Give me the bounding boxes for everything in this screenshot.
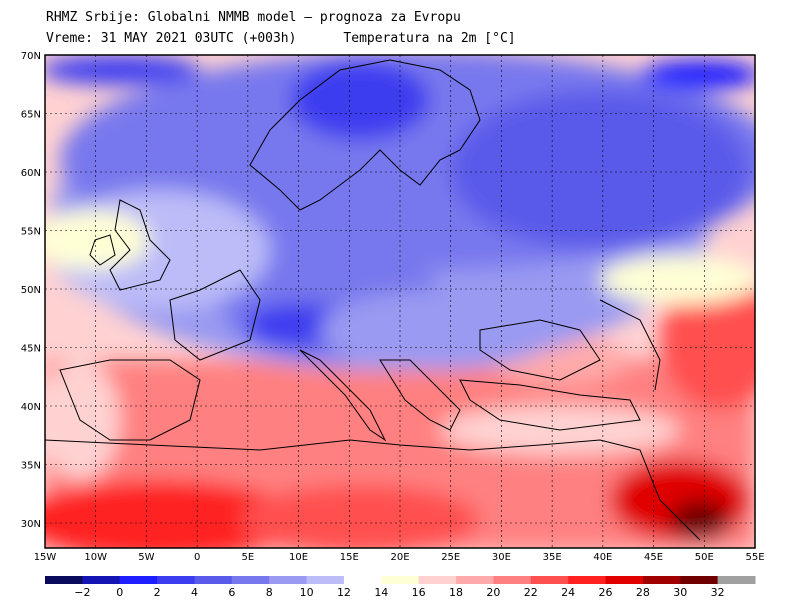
longitude-label: 5W xyxy=(138,552,154,563)
colorbar-swatch xyxy=(456,576,494,584)
longitude-label: 30E xyxy=(492,552,511,563)
longitude-label: 55E xyxy=(745,552,764,563)
latitude-label: 45N xyxy=(21,344,41,355)
colorbar-swatch xyxy=(642,576,681,584)
colorbar-label: 4 xyxy=(191,586,198,599)
colorbar-label: 0 xyxy=(116,586,123,599)
colorbar-swatch xyxy=(381,576,420,584)
colorbar-swatch xyxy=(568,576,607,584)
longitude-label: 10E xyxy=(289,552,308,563)
colorbar-label: 32 xyxy=(711,586,725,599)
colorbar-label: 28 xyxy=(636,586,650,599)
colorbar-swatch xyxy=(680,576,719,584)
latitude-label: 35N xyxy=(21,461,41,472)
colorbar-label: 26 xyxy=(599,586,613,599)
longitude-grid: 15W 10W 5W 0 5E 10E 15E 20E 25E 30E 35E 40E 45E 50E 55… xyxy=(34,55,765,563)
colorbar-label: 24 xyxy=(561,586,575,599)
longitude-label: 15E xyxy=(340,552,359,563)
map-subtitle: Vreme: 31 MAY 2021 03UTC (+003h) Tempera… xyxy=(46,31,516,46)
longitude-label: 40E xyxy=(593,552,612,563)
latitude-label: 30N xyxy=(21,519,41,530)
colorbar-swatch xyxy=(194,576,233,584)
colorbar-label: 30 xyxy=(673,586,687,599)
longitude-label: 35E xyxy=(543,552,562,563)
longitude-label: 25E xyxy=(441,552,460,563)
colorbar-label: 8 xyxy=(266,586,273,599)
longitude-label: 50E xyxy=(695,552,714,563)
latitude-label: 40N xyxy=(21,402,41,413)
latitude-label: 70N xyxy=(21,51,41,62)
colorbar: −2 0 2 4 6 8 10 12 14 16 18 20 22 24 26 28 30 32 xyxy=(45,576,756,599)
longitude-label: 10W xyxy=(84,552,107,563)
colorbar-swatch xyxy=(530,576,569,584)
colorbar-swatch xyxy=(493,576,532,584)
colorbar-swatch xyxy=(45,576,83,584)
colorbar-label: 6 xyxy=(228,586,235,599)
colorbar-swatch xyxy=(717,576,756,584)
longitude-label: 20E xyxy=(390,552,409,563)
colorbar-swatch xyxy=(343,576,382,584)
colorbar-label: 2 xyxy=(154,586,161,599)
longitude-label: 15W xyxy=(34,552,57,563)
colorbar-label: 12 xyxy=(337,586,351,599)
colorbar-label: 20 xyxy=(486,586,500,599)
colorbar-swatch xyxy=(269,576,308,584)
colorbar-swatch xyxy=(82,576,121,584)
colorbar-label: −2 xyxy=(74,586,90,599)
colorbar-swatch xyxy=(119,576,158,584)
latitude-label: 60N xyxy=(21,168,41,179)
latitude-label: 65N xyxy=(21,110,41,121)
colorbar-swatch xyxy=(306,576,345,584)
longitude-label: 5E xyxy=(242,552,255,563)
colorbar-label: 18 xyxy=(449,586,463,599)
colorbar-label: 16 xyxy=(412,586,426,599)
colorbar-label: 22 xyxy=(524,586,538,599)
colorbar-label: 14 xyxy=(374,586,388,599)
longitude-label: 0 xyxy=(194,552,200,563)
colorbar-swatch xyxy=(418,576,457,584)
colorbar-swatch xyxy=(157,576,195,584)
map-title: RHMZ Srbije: Globalni NMMB model — progn… xyxy=(46,10,461,25)
colorbar-swatch xyxy=(605,576,644,584)
longitude-label: 45E xyxy=(644,552,663,563)
latitude-label: 55N xyxy=(21,227,41,238)
colorbar-swatch xyxy=(231,576,270,584)
latitude-label: 50N xyxy=(21,285,41,296)
colorbar-label: 10 xyxy=(300,586,314,599)
